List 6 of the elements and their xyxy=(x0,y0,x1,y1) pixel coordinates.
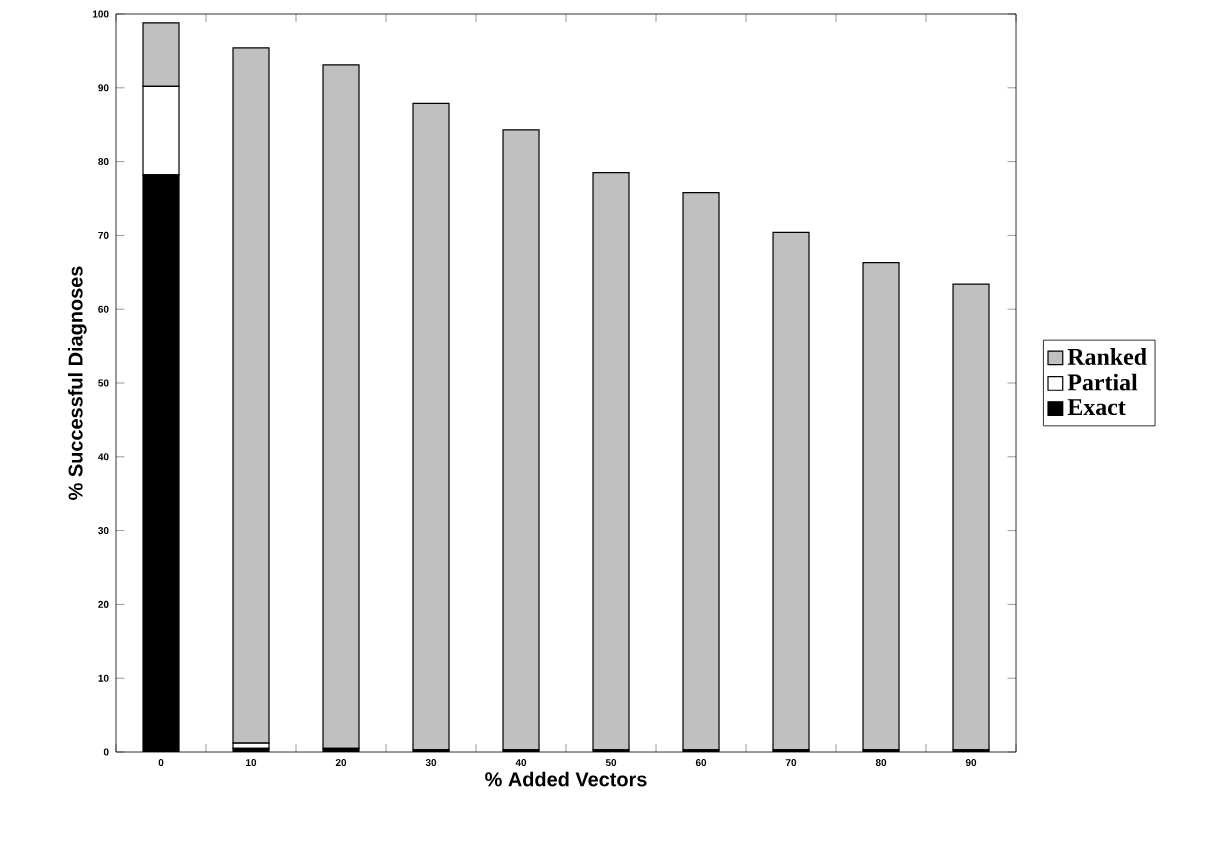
y-axis-title: % Successful Diagnoses xyxy=(68,266,87,500)
bar xyxy=(232,47,270,744)
legend-label: Ranked xyxy=(1067,348,1147,365)
x-axis-title: % Added Vectors xyxy=(485,771,647,787)
legend-label: Exact xyxy=(1067,399,1126,416)
legend-label: Partial xyxy=(1067,373,1138,391)
